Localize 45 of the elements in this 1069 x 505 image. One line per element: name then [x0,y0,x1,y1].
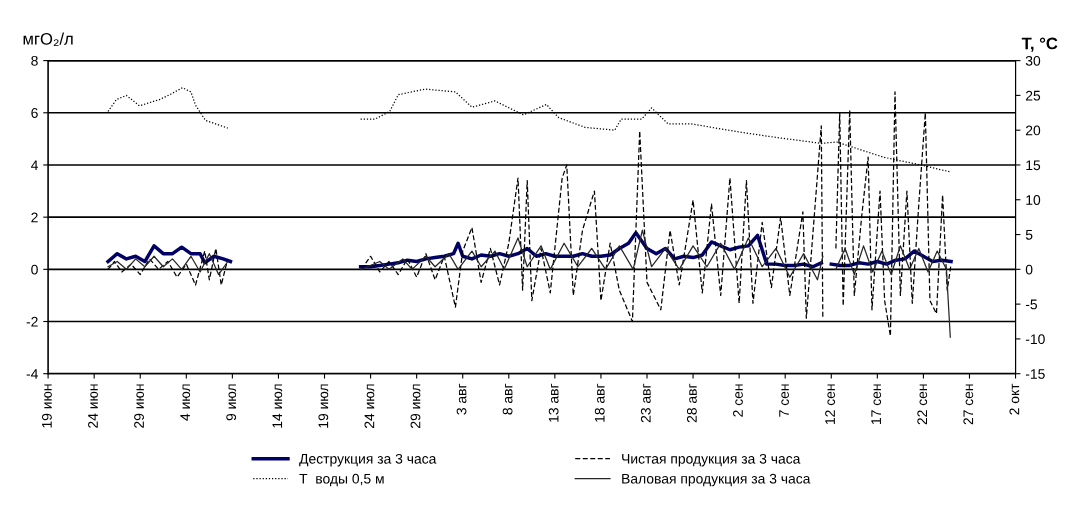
x-tick-label: 3 авг [456,383,467,415]
x-tick-label: 2 сен [733,384,743,417]
y-tick-label: -2 [26,316,38,327]
x-tick-label: 4 июл [180,384,191,421]
x-tick-label: 29 июн [134,384,144,428]
y-tick-label: 2 [31,212,38,223]
y2-tick-label: 5 [1025,230,1033,240]
x-tick-label: 27 сен [963,384,974,425]
y2-tick-label: -10 [1025,334,1045,345]
x-tick-label: 13 авг [548,383,559,422]
y2-axis-title: T, °C [1021,37,1058,52]
y-tick-label: 6 [31,108,38,118]
y2-tick-label: -15 [1025,369,1045,379]
x-tick-label: 22 сен [917,384,928,425]
x-tick-label: 19 июл [318,384,329,428]
y2-tick-label: 0 [1025,264,1033,275]
legend-label: Чистая продукция за 3 часа [622,453,801,467]
y2-tick-label: -5 [1025,299,1038,310]
y-axis-title: мгО₂/л [23,32,73,47]
x-tick-label: 7 сен [779,384,789,417]
legend-label: Деструкция за 3 часа [299,453,437,467]
x-tick-label: 9 июл [226,384,237,421]
y2-tick-label: 20 [1025,125,1041,136]
y-tick-label: 4 [30,160,38,170]
x-tick-label: 19 июн [42,384,52,428]
x-tick-label: 23 авг [640,383,651,423]
legend-label: Валовая продукция за 3 часа [622,473,811,487]
y-tick-label: 8 [31,55,38,66]
x-tick-label: 18 авг [594,383,605,422]
x-tick-label: 24 июн [88,384,98,428]
x-tick-label: 28 авг [686,383,697,423]
x-tick-label: 8 авг [502,383,513,415]
x-tick-label: 14 июл [272,384,283,428]
x-tick-label: 29 июл [410,384,421,428]
x-tick-label: 17 сен [871,384,882,425]
y2-tick-label: 15 [1026,160,1041,171]
legend-label: Т воды 0,5 м [299,473,384,487]
y-tick-label: 0 [31,264,38,275]
x-tick-label: 24 июл [364,384,375,428]
y2-tick-label: 30 [1025,55,1041,66]
y-tick-label: -4 [26,369,38,379]
y2-tick-label: 10 [1026,195,1041,205]
x-tick-label: 12 сен [825,384,835,425]
y2-tick-label: 25 [1025,90,1041,101]
x-tick-label: 2 окт [1009,383,1020,415]
